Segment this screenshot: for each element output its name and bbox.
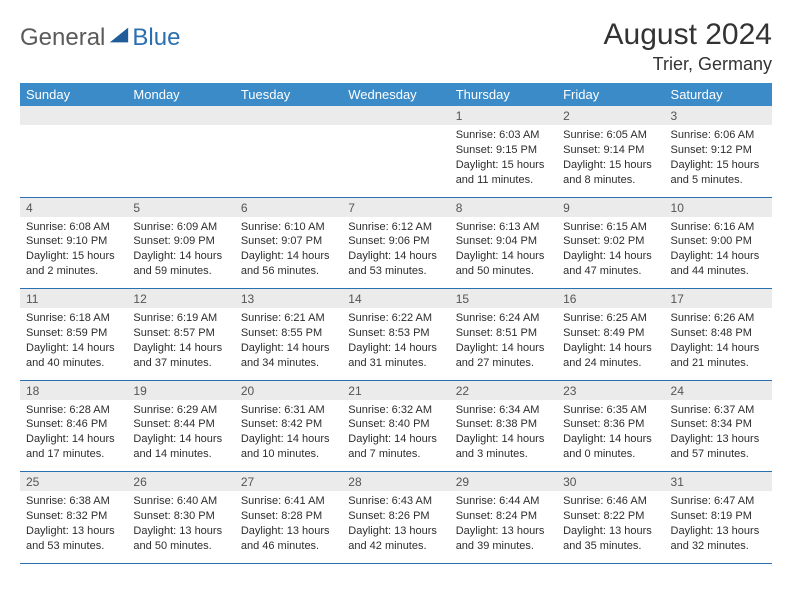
day-detail-cell: Sunrise: 6:43 AMSunset: 8:26 PMDaylight:… xyxy=(342,491,449,563)
daynum-row: 45678910 xyxy=(20,197,772,217)
day-number-cell: 9 xyxy=(557,197,664,217)
day-number-cell: 12 xyxy=(127,289,234,309)
daynum-row: 18192021222324 xyxy=(20,380,772,400)
detail-row: Sunrise: 6:08 AMSunset: 9:10 PMDaylight:… xyxy=(20,217,772,289)
day-detail-cell: Sunrise: 6:21 AMSunset: 8:55 PMDaylight:… xyxy=(235,308,342,380)
day-number-cell: 26 xyxy=(127,472,234,492)
day-number-cell xyxy=(342,106,449,125)
day-detail-cell: Sunrise: 6:44 AMSunset: 8:24 PMDaylight:… xyxy=(450,491,557,563)
day-number-cell: 29 xyxy=(450,472,557,492)
day-number-cell: 23 xyxy=(557,380,664,400)
day-detail-cell: Sunrise: 6:16 AMSunset: 9:00 PMDaylight:… xyxy=(665,217,772,289)
detail-row: Sunrise: 6:03 AMSunset: 9:15 PMDaylight:… xyxy=(20,125,772,197)
col-wednesday: Wednesday xyxy=(342,83,449,106)
day-number-cell: 28 xyxy=(342,472,449,492)
day-number-cell: 21 xyxy=(342,380,449,400)
title-month: August 2024 xyxy=(604,18,772,52)
day-number-cell: 24 xyxy=(665,380,772,400)
day-detail-cell: Sunrise: 6:18 AMSunset: 8:59 PMDaylight:… xyxy=(20,308,127,380)
col-sunday: Sunday xyxy=(20,83,127,106)
day-detail-cell: Sunrise: 6:10 AMSunset: 9:07 PMDaylight:… xyxy=(235,217,342,289)
day-detail-cell: Sunrise: 6:47 AMSunset: 8:19 PMDaylight:… xyxy=(665,491,772,563)
title-location: Trier, Germany xyxy=(604,54,772,75)
day-number-cell: 10 xyxy=(665,197,772,217)
day-number-cell: 5 xyxy=(127,197,234,217)
weekday-header-row: Sunday Monday Tuesday Wednesday Thursday… xyxy=(20,83,772,106)
day-detail-cell: Sunrise: 6:03 AMSunset: 9:15 PMDaylight:… xyxy=(450,125,557,197)
logo-text-general: General xyxy=(20,24,105,52)
day-detail-cell: Sunrise: 6:29 AMSunset: 8:44 PMDaylight:… xyxy=(127,400,234,472)
day-number-cell: 3 xyxy=(665,106,772,125)
day-detail-cell xyxy=(20,125,127,197)
day-number-cell: 17 xyxy=(665,289,772,309)
day-detail-cell xyxy=(127,125,234,197)
detail-row: Sunrise: 6:28 AMSunset: 8:46 PMDaylight:… xyxy=(20,400,772,472)
day-detail-cell: Sunrise: 6:06 AMSunset: 9:12 PMDaylight:… xyxy=(665,125,772,197)
col-tuesday: Tuesday xyxy=(235,83,342,106)
day-detail-cell: Sunrise: 6:05 AMSunset: 9:14 PMDaylight:… xyxy=(557,125,664,197)
day-detail-cell: Sunrise: 6:25 AMSunset: 8:49 PMDaylight:… xyxy=(557,308,664,380)
day-detail-cell: Sunrise: 6:31 AMSunset: 8:42 PMDaylight:… xyxy=(235,400,342,472)
day-number-cell: 2 xyxy=(557,106,664,125)
day-number-cell: 6 xyxy=(235,197,342,217)
day-detail-cell: Sunrise: 6:24 AMSunset: 8:51 PMDaylight:… xyxy=(450,308,557,380)
day-number-cell: 25 xyxy=(20,472,127,492)
col-thursday: Thursday xyxy=(450,83,557,106)
day-detail-cell xyxy=(235,125,342,197)
day-number-cell: 22 xyxy=(450,380,557,400)
day-detail-cell: Sunrise: 6:32 AMSunset: 8:40 PMDaylight:… xyxy=(342,400,449,472)
day-number-cell: 18 xyxy=(20,380,127,400)
col-monday: Monday xyxy=(127,83,234,106)
day-number-cell xyxy=(20,106,127,125)
calendar-table: Sunday Monday Tuesday Wednesday Thursday… xyxy=(20,83,772,564)
day-number-cell: 31 xyxy=(665,472,772,492)
day-detail-cell: Sunrise: 6:34 AMSunset: 8:38 PMDaylight:… xyxy=(450,400,557,472)
day-detail-cell: Sunrise: 6:08 AMSunset: 9:10 PMDaylight:… xyxy=(20,217,127,289)
day-number-cell: 30 xyxy=(557,472,664,492)
day-number-cell: 27 xyxy=(235,472,342,492)
header: General Blue August 2024 Trier, Germany xyxy=(20,18,772,75)
day-number-cell xyxy=(127,106,234,125)
day-number-cell: 19 xyxy=(127,380,234,400)
title-block: August 2024 Trier, Germany xyxy=(604,18,772,75)
day-detail-cell: Sunrise: 6:37 AMSunset: 8:34 PMDaylight:… xyxy=(665,400,772,472)
day-detail-cell: Sunrise: 6:35 AMSunset: 8:36 PMDaylight:… xyxy=(557,400,664,472)
calendar-page: General Blue August 2024 Trier, Germany … xyxy=(0,0,792,564)
day-detail-cell: Sunrise: 6:40 AMSunset: 8:30 PMDaylight:… xyxy=(127,491,234,563)
daynum-row: 25262728293031 xyxy=(20,472,772,492)
daynum-row: 123 xyxy=(20,106,772,125)
day-detail-cell: Sunrise: 6:41 AMSunset: 8:28 PMDaylight:… xyxy=(235,491,342,563)
day-detail-cell: Sunrise: 6:46 AMSunset: 8:22 PMDaylight:… xyxy=(557,491,664,563)
day-number-cell: 1 xyxy=(450,106,557,125)
detail-row: Sunrise: 6:18 AMSunset: 8:59 PMDaylight:… xyxy=(20,308,772,380)
day-number-cell: 8 xyxy=(450,197,557,217)
day-number-cell: 13 xyxy=(235,289,342,309)
day-detail-cell: Sunrise: 6:26 AMSunset: 8:48 PMDaylight:… xyxy=(665,308,772,380)
daynum-row: 11121314151617 xyxy=(20,289,772,309)
detail-row: Sunrise: 6:38 AMSunset: 8:32 PMDaylight:… xyxy=(20,491,772,563)
col-friday: Friday xyxy=(557,83,664,106)
day-detail-cell: Sunrise: 6:38 AMSunset: 8:32 PMDaylight:… xyxy=(20,491,127,563)
day-detail-cell: Sunrise: 6:15 AMSunset: 9:02 PMDaylight:… xyxy=(557,217,664,289)
logo-triangle-icon xyxy=(108,24,130,46)
day-detail-cell: Sunrise: 6:22 AMSunset: 8:53 PMDaylight:… xyxy=(342,308,449,380)
day-detail-cell: Sunrise: 6:19 AMSunset: 8:57 PMDaylight:… xyxy=(127,308,234,380)
day-detail-cell xyxy=(342,125,449,197)
day-detail-cell: Sunrise: 6:12 AMSunset: 9:06 PMDaylight:… xyxy=(342,217,449,289)
logo: General Blue xyxy=(20,24,180,52)
col-saturday: Saturday xyxy=(665,83,772,106)
day-number-cell: 20 xyxy=(235,380,342,400)
logo-text-blue: Blue xyxy=(132,24,180,52)
day-number-cell: 4 xyxy=(20,197,127,217)
day-number-cell: 16 xyxy=(557,289,664,309)
day-number-cell xyxy=(235,106,342,125)
day-number-cell: 14 xyxy=(342,289,449,309)
day-number-cell: 11 xyxy=(20,289,127,309)
day-detail-cell: Sunrise: 6:13 AMSunset: 9:04 PMDaylight:… xyxy=(450,217,557,289)
day-detail-cell: Sunrise: 6:28 AMSunset: 8:46 PMDaylight:… xyxy=(20,400,127,472)
day-number-cell: 7 xyxy=(342,197,449,217)
day-detail-cell: Sunrise: 6:09 AMSunset: 9:09 PMDaylight:… xyxy=(127,217,234,289)
day-number-cell: 15 xyxy=(450,289,557,309)
